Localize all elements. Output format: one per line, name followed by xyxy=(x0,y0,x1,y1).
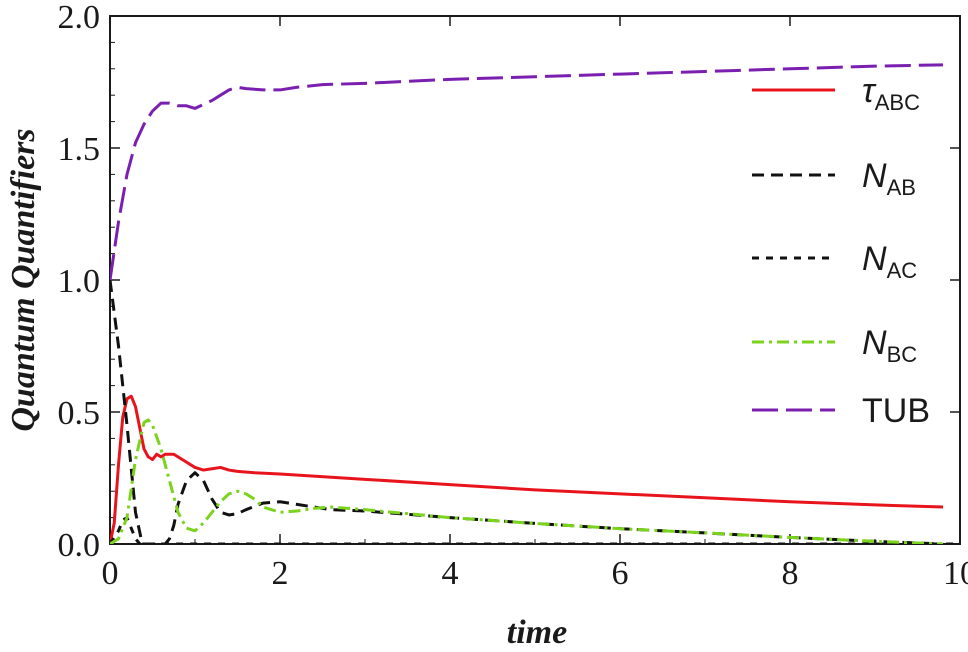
y-tick-label: 2.0 xyxy=(58,0,101,36)
x-tick-label: 8 xyxy=(782,555,799,592)
series-line-TUB xyxy=(110,63,944,281)
series-line-NAB xyxy=(110,279,944,544)
x-tick-label: 2 xyxy=(272,555,289,592)
plot-frame xyxy=(109,15,961,545)
legend-label-NAC: NAC xyxy=(862,240,917,283)
y-axis-title: Quantum Quantifiers xyxy=(5,128,42,431)
x-tick-label: 10 xyxy=(943,555,968,592)
y-tick-label: 1.5 xyxy=(58,131,101,168)
series-line-τABC xyxy=(110,394,944,544)
legend-label-τABC: τABC xyxy=(862,72,920,115)
series-group xyxy=(110,63,960,544)
axes: 0 2 4 6 8 10 0.0 0.5 1.0 1.5 2.0 xyxy=(58,0,968,592)
y-tick-label: 0.5 xyxy=(58,395,101,432)
series-line-NBC xyxy=(110,418,944,544)
legend-label-NAB: NAB xyxy=(862,157,916,200)
y-tick-label: 0.0 xyxy=(58,527,101,564)
legend-label-NBC: NBC xyxy=(862,324,917,367)
x-tick-label: 0 xyxy=(102,555,119,592)
legend: τABC NAB NAC NBC TUB xyxy=(752,72,930,430)
x-axis-title: time xyxy=(507,614,567,651)
x-tick-label: 4 xyxy=(442,555,459,592)
x-tick-label: 6 xyxy=(612,555,629,592)
legend-label-TUB: TUB xyxy=(862,392,930,430)
y-tick-label: 1.0 xyxy=(58,263,101,300)
